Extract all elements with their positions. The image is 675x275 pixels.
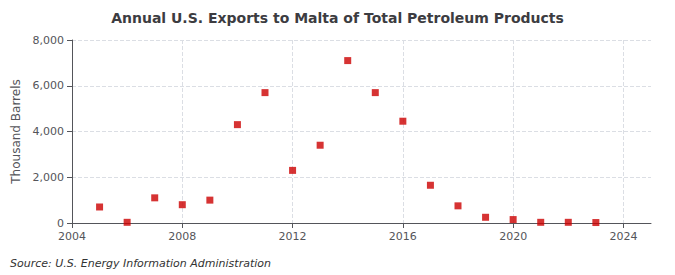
svg-text:2012: 2012 (279, 230, 307, 243)
svg-text:2024: 2024 (609, 230, 637, 243)
svg-text:0: 0 (57, 217, 64, 230)
svg-text:2,000: 2,000 (33, 171, 65, 184)
svg-text:2004: 2004 (58, 230, 86, 243)
svg-text:Thousand Barrels: Thousand Barrels (9, 79, 23, 184)
svg-text:2008: 2008 (168, 230, 196, 243)
svg-text:Source: U.S. Energy Informatio: Source: U.S. Energy Information Administ… (10, 257, 271, 270)
svg-text:8,000: 8,000 (33, 34, 65, 47)
svg-text:4,000: 4,000 (33, 125, 65, 138)
svg-text:6,000: 6,000 (33, 79, 65, 92)
svg-text:2020: 2020 (499, 230, 527, 243)
svg-text:2016: 2016 (389, 230, 417, 243)
svg-text:Annual U.S. Exports to Malta o: Annual U.S. Exports to Malta of Total Pe… (111, 10, 564, 26)
